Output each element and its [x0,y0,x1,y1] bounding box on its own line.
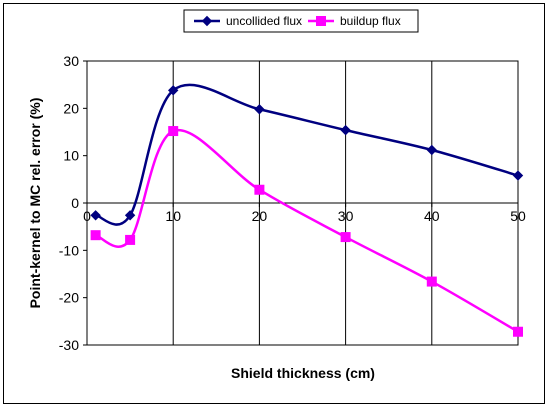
data-point [90,210,101,221]
y-tick-label: 30 [63,53,79,69]
y-tick-label: 10 [63,148,79,164]
axes [83,60,519,346]
x-tick-label: 20 [252,208,268,224]
data-point [254,184,265,195]
x-tick-label: 40 [424,208,440,224]
y-tick-label: 20 [63,100,79,116]
data-point [254,104,265,115]
x-axis-title: Shield thickness (cm) [231,365,375,381]
x-tick-label: 30 [338,208,354,224]
tick-labels: -30 -20 -10 0 10 20 30 0 10 20 30 40 50 [59,53,526,353]
y-tick-label: -20 [59,290,79,306]
data-point [168,126,179,137]
legend-marker [316,16,326,26]
legend-marker [201,15,213,27]
data-point [125,234,136,245]
series-buildup-flux [90,126,523,337]
legend-label: buildup flux [340,14,401,28]
y-axis-title: Point-kernel to MC rel. error (%) [27,98,43,309]
y-tick-label: -10 [59,242,79,258]
y-tick-label: -30 [59,337,79,353]
legend-box [183,9,419,33]
data-point [90,230,101,241]
x-tick-label: 50 [510,208,526,224]
data-point [426,276,437,287]
series-line [95,128,519,333]
legend-label: uncollided flux [226,14,302,28]
series-uncollided-flux [90,83,524,226]
series [90,83,524,337]
data-point [340,124,351,136]
data-point [512,170,524,181]
data-point [513,326,523,337]
series-line [95,83,519,226]
data-point [426,144,438,156]
legend: uncollided flux buildup flux [183,9,419,33]
data-point [340,232,351,243]
data-point [167,85,179,96]
x-tick-label: 10 [165,208,181,224]
data-point [124,210,136,221]
y-tick-label: 0 [71,195,79,211]
x-tick-label: 0 [83,208,91,224]
